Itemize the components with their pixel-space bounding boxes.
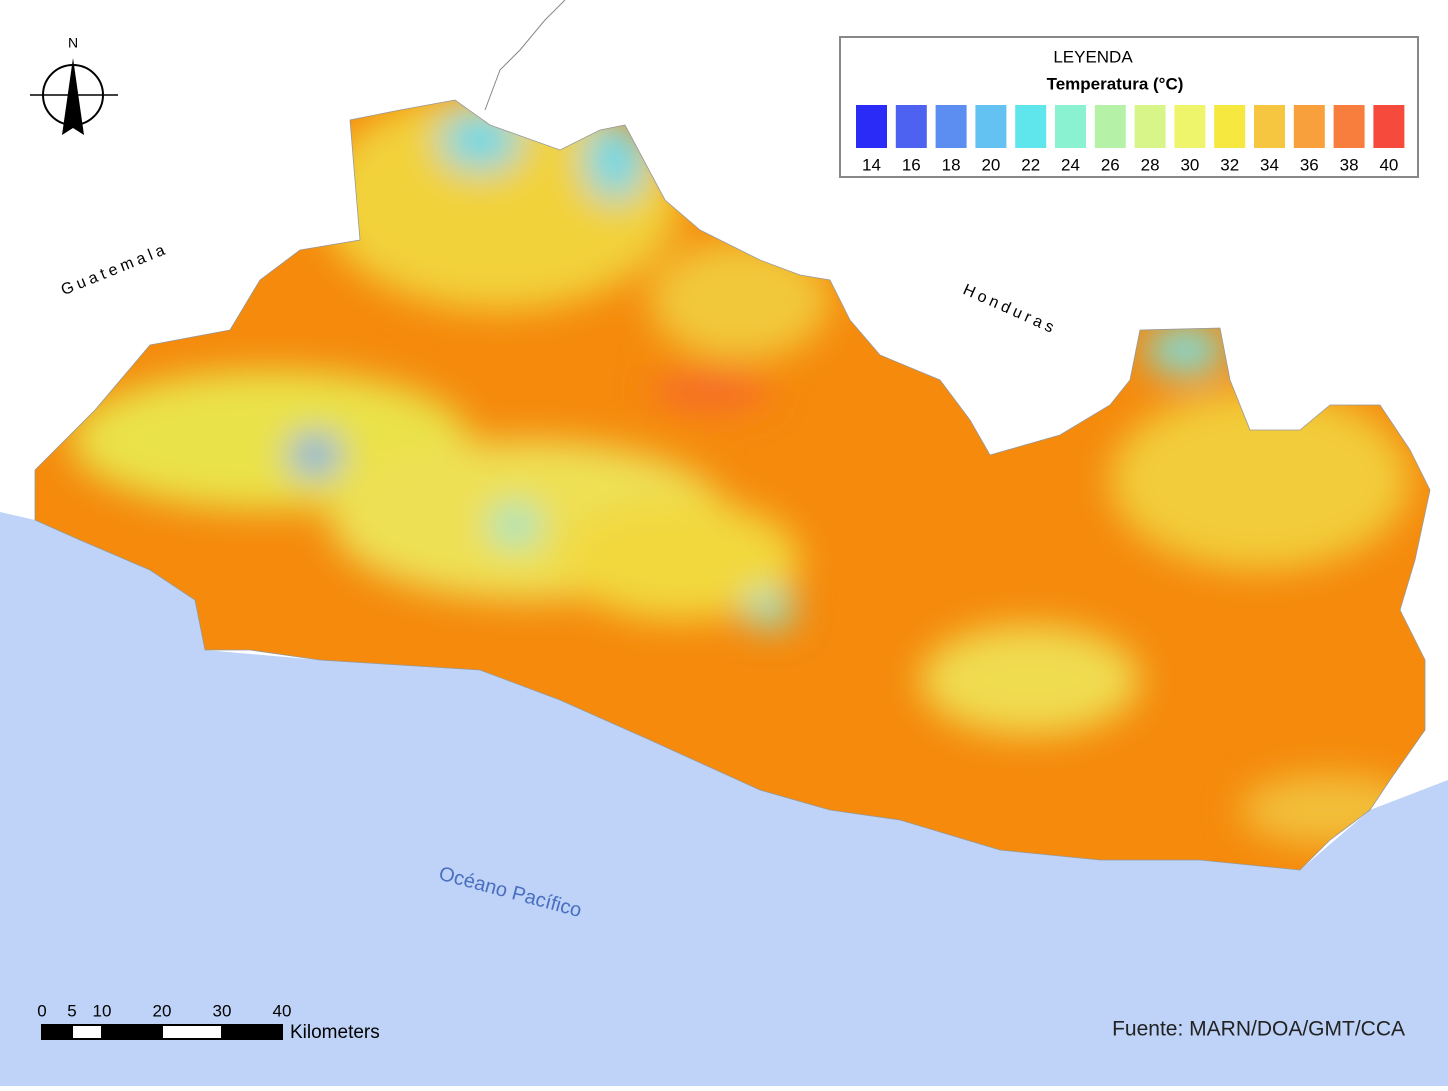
legend-swatch bbox=[975, 105, 1007, 148]
legend-swatch bbox=[1373, 105, 1405, 148]
legend-value: 28 bbox=[1141, 155, 1160, 174]
legend-value: 38 bbox=[1340, 155, 1359, 174]
scale-bar: Kilometers 0 5 10 20 30 40 bbox=[37, 1001, 379, 1043]
legend-swatch bbox=[1134, 105, 1166, 148]
scale-segment bbox=[221, 1024, 283, 1040]
scale-segment bbox=[161, 1024, 223, 1040]
scale-tick-label: 5 bbox=[67, 1001, 76, 1020]
scale-segment bbox=[41, 1024, 73, 1040]
legend-value: 24 bbox=[1061, 155, 1080, 174]
scale-unit: Kilometers bbox=[290, 1022, 380, 1043]
legend-value: 32 bbox=[1220, 155, 1239, 174]
source: Fuente: MARN/DOA/GMT/CCA bbox=[1112, 1018, 1405, 1041]
legend-swatch bbox=[1293, 105, 1325, 148]
legend-value: 40 bbox=[1379, 155, 1398, 174]
legend-swatch bbox=[1254, 105, 1285, 148]
north-label: N bbox=[68, 35, 78, 51]
scale-tick-label: 10 bbox=[93, 1001, 112, 1020]
scale-segment bbox=[101, 1024, 163, 1040]
north-arrow: N bbox=[30, 35, 118, 135]
scale-segment bbox=[71, 1024, 103, 1040]
legend-value: 16 bbox=[902, 155, 921, 174]
legend-swatch bbox=[1214, 105, 1246, 148]
scale-tick-label: 30 bbox=[213, 1001, 232, 1020]
legend-swatch bbox=[1094, 105, 1126, 148]
legend-swatch bbox=[1174, 105, 1206, 148]
scale-tick-label: 0 bbox=[37, 1001, 46, 1020]
legend-swatch bbox=[1055, 105, 1086, 148]
legend-value: 22 bbox=[1021, 155, 1040, 174]
scale-tick-label: 20 bbox=[153, 1001, 172, 1020]
legend-value: 26 bbox=[1101, 155, 1120, 174]
legend-swatch bbox=[856, 105, 887, 148]
legend-swatch bbox=[895, 105, 927, 148]
legend-subtitle: Temperatura (°C) bbox=[1047, 74, 1184, 93]
legend-value: 18 bbox=[942, 155, 961, 174]
legend-swatch bbox=[1333, 105, 1365, 148]
border bbox=[484, 0, 566, 111]
legend-value: 36 bbox=[1300, 155, 1319, 174]
legend-value: 14 bbox=[862, 155, 881, 174]
legend-value: 34 bbox=[1260, 155, 1279, 174]
scale-tick-label: 40 bbox=[273, 1001, 292, 1020]
country-label: Guatemala bbox=[59, 240, 171, 299]
legend-title: LEYENDA bbox=[1053, 47, 1133, 66]
country-label: Honduras bbox=[960, 281, 1060, 338]
ocean bbox=[0, 512, 1448, 1086]
legend-value: 20 bbox=[981, 155, 1000, 174]
legend-value: 30 bbox=[1180, 155, 1199, 174]
legend-swatch bbox=[1015, 105, 1047, 148]
legend: LEYENDA Temperatura (°C) 14 16 18 20 22 24 26 2… bbox=[839, 36, 1419, 178]
legend-swatch bbox=[935, 105, 967, 148]
